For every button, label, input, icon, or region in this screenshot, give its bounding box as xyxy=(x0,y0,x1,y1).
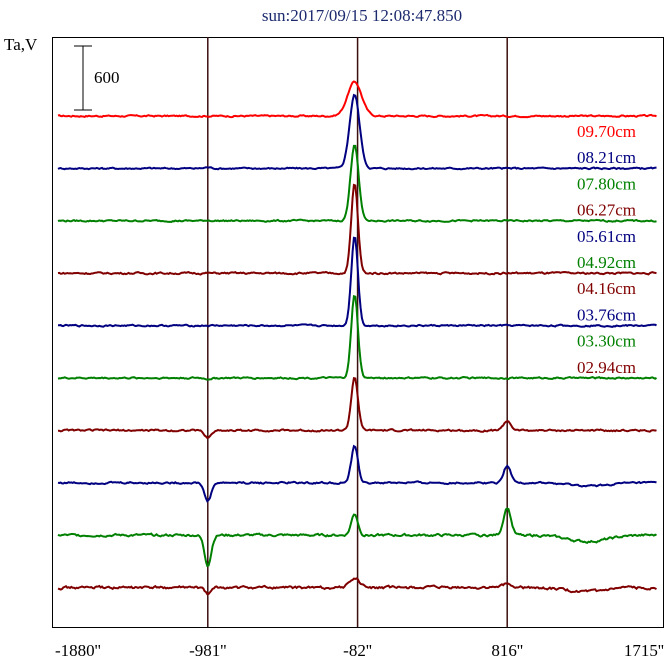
trace-line xyxy=(57,80,657,119)
legend: 09.70cm 08.21cm 07.80cm 06.27cm 05.61cm 04.92… xyxy=(577,122,636,377)
x-tick-label: -981'' xyxy=(189,641,226,660)
trace-line xyxy=(57,236,658,328)
trace-line xyxy=(57,295,658,381)
x-tick-label: 816'' xyxy=(491,641,523,660)
trace-line xyxy=(57,144,657,224)
x-tick-label: 1715'' xyxy=(624,641,664,660)
trace-line xyxy=(57,507,657,568)
legend-entry: 05.61cm xyxy=(577,227,636,246)
trace-line xyxy=(57,93,657,171)
legend-entry: 02.94cm xyxy=(577,358,636,377)
legend-entry: 03.76cm xyxy=(577,305,636,324)
scale-bar: 600 xyxy=(74,45,120,111)
trace-line xyxy=(57,444,657,503)
chart-title: sun:2017/09/15 12:08:47.850 xyxy=(262,6,462,25)
legend-entry: 08.21cm xyxy=(577,148,636,167)
trace-line xyxy=(57,577,657,596)
legend-entry: 07.80cm xyxy=(577,174,636,193)
x-axis-ticks: -1880'' -981'' -82'' 816'' 1715'' xyxy=(55,641,664,660)
trace-line xyxy=(57,183,657,276)
legend-entry: 09.70cm xyxy=(577,122,636,141)
legend-entry: 03.30cm xyxy=(577,332,636,351)
x-tick-label: -1880'' xyxy=(55,641,101,660)
scale-bar-label: 600 xyxy=(94,68,120,87)
traces xyxy=(57,80,658,596)
legend-entry: 04.92cm xyxy=(577,253,636,272)
trace-line xyxy=(58,377,657,440)
legend-entry: 04.16cm xyxy=(577,279,636,298)
x-tick-label: -82'' xyxy=(343,641,372,660)
legend-entry: 06.27cm xyxy=(577,201,636,220)
y-axis-label: Ta,V xyxy=(4,35,38,54)
